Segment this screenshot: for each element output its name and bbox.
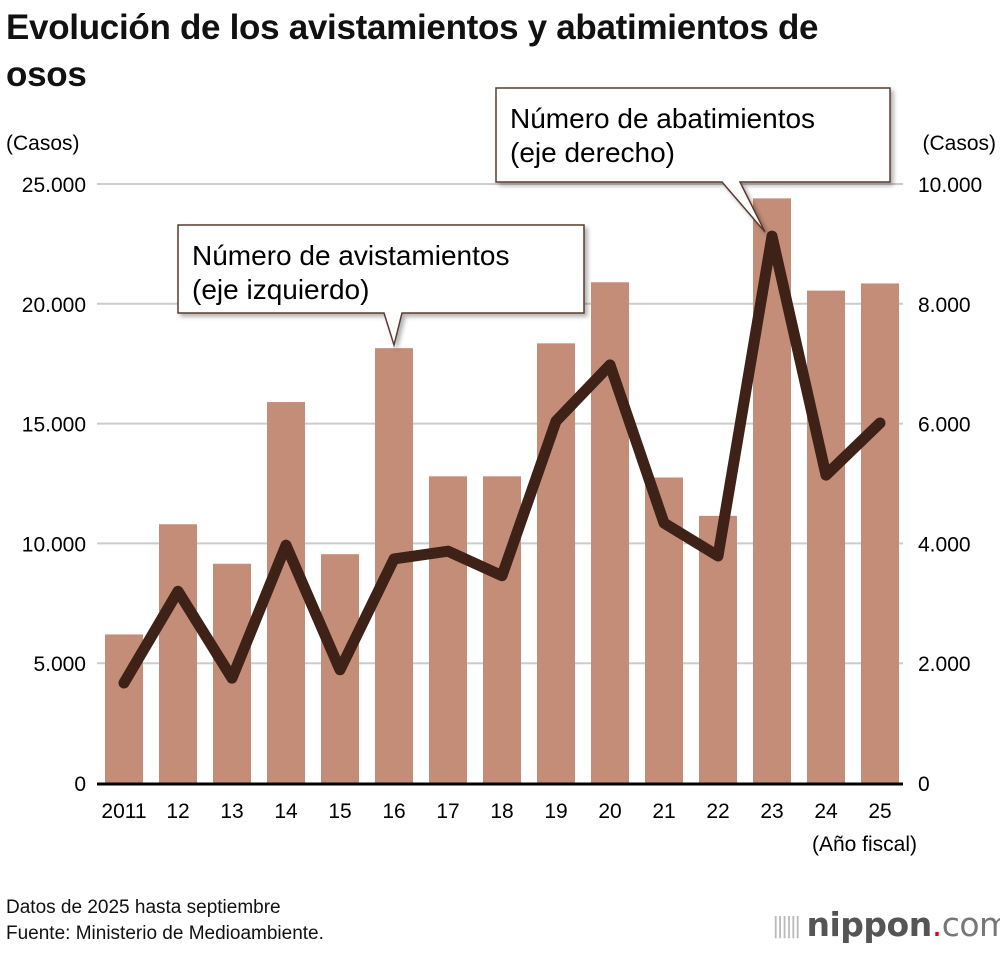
callout-sightings-text: (eje izquierdo) [192,274,369,305]
callout-cullings-text: Número de abatimientos [510,103,815,134]
x-tick-label: 21 [652,800,675,823]
x-tick-label: 24 [814,800,838,823]
x-tick-label: 19 [544,800,567,823]
x-tick-label: 17 [436,800,459,823]
callout-sightings-box [177,224,585,348]
bar-sightings [159,524,197,783]
left-tick-label: 0 [74,773,86,796]
x-tick-label: 14 [274,800,298,823]
x-tick-label: 2011 [101,800,146,823]
chart-title: Evolución de los avistamientos y abatimi… [6,8,819,94]
note-source: Fuente: Ministerio de Medioambiente. [6,923,324,944]
left-tick-label: 25.000 [22,174,86,197]
left-tick-label: 20.000 [22,294,86,317]
x-tick-label: 12 [166,800,189,823]
bar-sightings [267,402,305,783]
bar-sightings [861,283,899,783]
callout-sightings-text: Número de avistamientos [192,240,509,271]
nippon-logo: |||||| nippon.com [772,905,1000,944]
left-tick-label: 5.000 [33,653,86,676]
x-tick-label: 16 [382,800,405,823]
left-axis-label: (Casos) [6,132,80,155]
x-tick-label: 20 [598,800,621,823]
right-tick-label: 8.000 [918,294,971,317]
left-tick-label: 15.000 [22,414,86,437]
note-data-period: Datos de 2025 hasta septiembre [6,897,281,918]
x-tick-label: 23 [760,800,783,823]
bar-sightings [591,282,629,783]
right-tick-label: 10.000 [918,174,982,197]
left-tick-label: 10.000 [22,533,86,556]
right-tick-label: 4.000 [918,533,971,556]
bar-sightings [429,476,467,783]
x-axis-label: (Año fiscal) [812,833,917,856]
right-tick-label: 0 [918,773,930,796]
x-tick-label: 25 [868,800,891,823]
bar-sightings [807,290,845,783]
x-tick-label: 22 [706,800,729,823]
logo-wave-icon: |||||| [772,914,802,939]
right-tick-label: 2.000 [918,653,971,676]
callout-cullings-text: (eje derecho) [510,137,675,168]
x-tick-label: 15 [328,800,351,823]
x-tick-label: 18 [490,800,513,823]
right-axis-label: (Casos) [922,132,996,155]
right-tick-label: 6.000 [918,414,971,437]
callout-cullings-box [495,87,891,233]
x-tick-label: 13 [220,800,243,823]
